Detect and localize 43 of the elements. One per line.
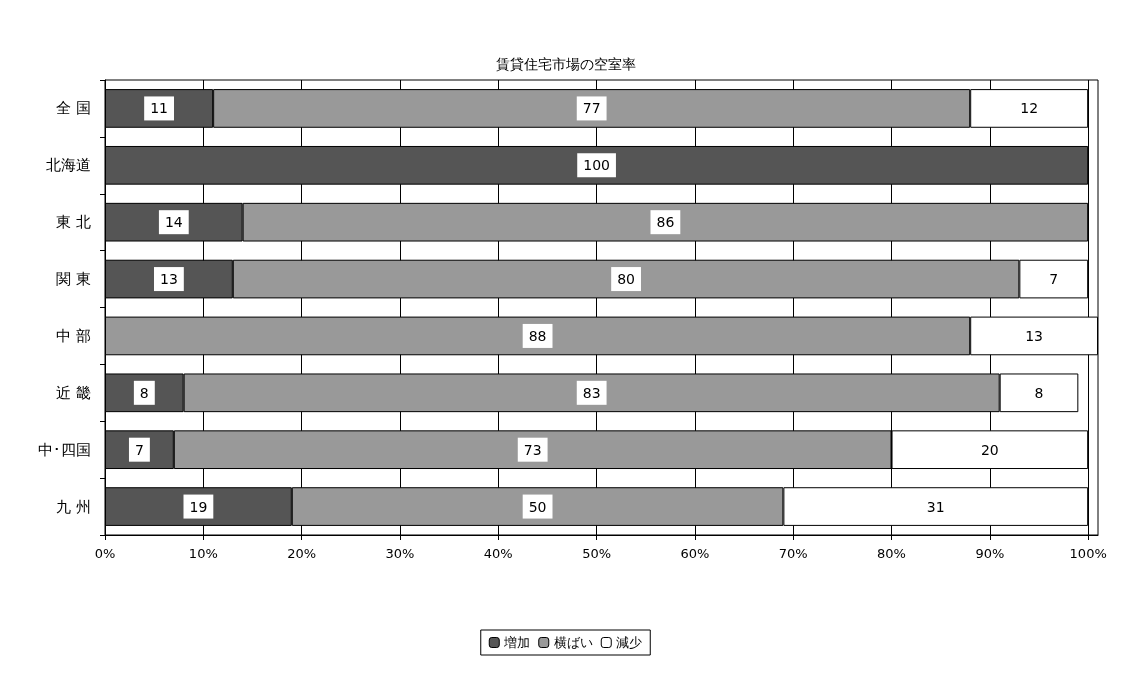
data-label: 13 [1025, 327, 1044, 344]
data-label: 50 [528, 498, 547, 515]
x-tick-label: 20% [287, 546, 317, 561]
data-label: 19 [189, 498, 208, 515]
data-label: 73 [523, 441, 542, 458]
data-label: 88 [528, 327, 547, 344]
y-tick-label: 北海道 [46, 156, 91, 175]
x-tick-label: 30% [385, 546, 415, 561]
legend-label: 減少 [616, 635, 643, 650]
data-label: 8 [139, 384, 149, 401]
data-label: 86 [656, 214, 675, 231]
data-label: 7 [1049, 271, 1059, 288]
data-label: 12 [1020, 100, 1039, 117]
data-label: 14 [164, 214, 183, 231]
y-tick-label: 中 部 [56, 326, 91, 345]
data-label: 7 [134, 441, 144, 458]
y-tick-label: 東 北 [56, 213, 91, 232]
data-label: 13 [159, 271, 178, 288]
x-tick-label: 0% [94, 546, 116, 561]
x-tick-label: 10% [188, 546, 218, 561]
legend-label: 増加 [503, 635, 531, 650]
data-label: 20 [980, 441, 999, 458]
y-tick-label: 全 国 [56, 99, 91, 118]
x-tick-label: 60% [680, 546, 710, 561]
chart-title: 賃貸住宅市場の空室率 [495, 56, 636, 72]
x-tick-label: 70% [778, 546, 808, 561]
y-tick-label: 関 東 [56, 270, 91, 289]
data-label: 83 [582, 384, 601, 401]
x-tick-label: 90% [975, 546, 1005, 561]
y-tick-label: 近 畿 [56, 383, 91, 402]
data-label: 100 [583, 157, 610, 174]
y-tick-label: 九 州 [56, 497, 91, 516]
x-tick-label: 100% [1069, 546, 1107, 561]
legend-label: 横ばい [553, 635, 593, 650]
y-tick-label: 中･四国 [38, 440, 91, 459]
data-label: 8 [1034, 384, 1044, 401]
x-tick-label: 40% [483, 546, 513, 561]
data-label: 77 [582, 100, 601, 117]
data-label: 31 [926, 498, 945, 515]
data-label: 80 [617, 271, 635, 288]
x-tick-label: 80% [877, 546, 906, 561]
data-label: 11 [150, 100, 168, 117]
x-tick-label: 50% [582, 546, 612, 561]
